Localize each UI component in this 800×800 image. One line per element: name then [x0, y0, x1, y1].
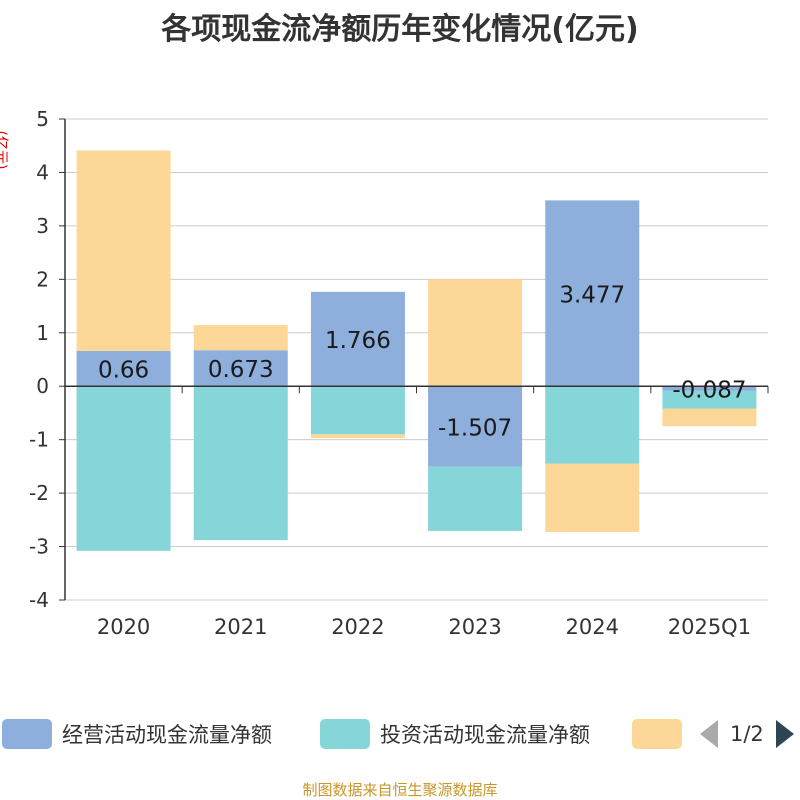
y-tick-label: 5 — [36, 107, 49, 131]
bar-2025Q1-series-1 — [662, 390, 757, 409]
bar-2025Q1-series-0 — [662, 386, 757, 391]
legend-swatch-investing — [320, 719, 370, 749]
legend-item-financing[interactable] — [632, 716, 692, 752]
bar-2023-series-1 — [428, 466, 523, 531]
y-tick-label: -2 — [29, 481, 49, 505]
y-tick-label: -1 — [29, 428, 49, 452]
bar-2023-series-0 — [428, 386, 523, 467]
x-tick-label: 2023 — [448, 615, 501, 639]
x-tick-label: 2022 — [331, 615, 384, 639]
bar-2021-series-2 — [193, 325, 288, 351]
x-tick-label: 2021 — [214, 615, 267, 639]
legend: 经营活动现金流量净额 投资活动现金流量净额 1/2 — [0, 716, 800, 752]
legend-swatch-operating — [2, 719, 52, 749]
data-label: 0.673 — [208, 357, 274, 383]
bar-2021-series-0 — [193, 350, 288, 387]
y-tick-label: 1 — [36, 321, 49, 345]
data-label: 3.477 — [559, 282, 625, 308]
bar-2021-series-1 — [193, 386, 288, 541]
pager-next-icon[interactable] — [775, 720, 794, 748]
bar-2023-series-2 — [428, 279, 523, 387]
y-tick-label: 3 — [36, 214, 49, 238]
pager-prev-icon[interactable] — [700, 720, 718, 748]
legend-swatch-financing — [632, 719, 682, 749]
bar-2022-series-1 — [310, 386, 405, 435]
y-tick-label: -4 — [29, 588, 49, 612]
y-tick-label: 2 — [36, 267, 49, 291]
x-tick-label: 2024 — [566, 615, 619, 639]
chart-area: 5 4 3 2 1 0 -1 -2 -3 -4 2020 2021 2022 2023 2024 2025Q1… — [29, 107, 769, 639]
data-label: 0.66 — [98, 358, 149, 384]
pager-page-indicator: 1/2 — [730, 722, 764, 746]
bar-2025Q1-series-2 — [662, 408, 757, 427]
data-source-note: 制图数据来自恒生聚源数据库 — [302, 781, 498, 799]
bar-2020-series-0 — [76, 350, 171, 387]
data-label: -1.507 — [438, 415, 512, 441]
chart-title: 各项现金流净额历年变化情况(亿元) — [161, 12, 639, 47]
legend-item-investing[interactable]: 投资活动现金流量净额 — [320, 716, 590, 752]
legend-item-operating[interactable]: 经营活动现金流量净额 — [2, 716, 272, 752]
bar-2022-series-2 — [310, 434, 405, 439]
x-tick-label: 2020 — [97, 615, 150, 639]
bar-2020-series-2 — [76, 150, 171, 351]
data-label: 1.766 — [325, 328, 391, 354]
bar-2020-series-1 — [76, 386, 171, 551]
legend-pager: 1/2 — [700, 716, 794, 752]
y-tick-label: -3 — [29, 535, 49, 559]
bar-2022-series-0 — [310, 291, 405, 387]
data-label: -0.087 — [672, 378, 746, 404]
x-tick-label: 2025Q1 — [668, 615, 751, 639]
bar-2024-series-0 — [545, 200, 640, 387]
bar-2024-series-2 — [545, 463, 640, 533]
y-tick-label: 0 — [36, 374, 49, 398]
bar-2024-series-1 — [545, 386, 640, 464]
legend-label-operating: 经营活动现金流量净额 — [62, 723, 272, 747]
legend-label-investing: 投资活动现金流量净额 — [380, 723, 590, 747]
y-tick-label: 4 — [36, 160, 49, 184]
